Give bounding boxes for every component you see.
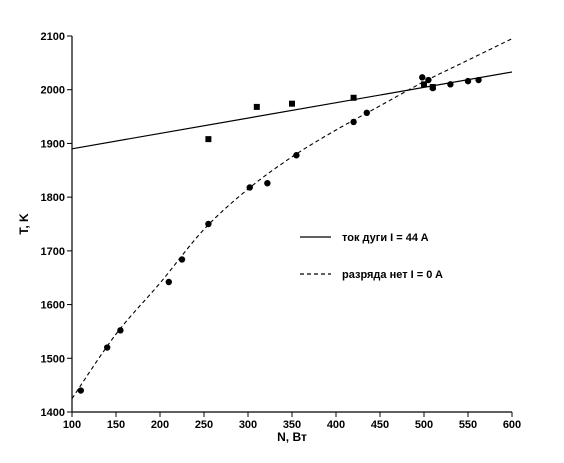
x-tick-label: 250 — [195, 419, 213, 431]
y-tick-label: 2100 — [41, 31, 65, 43]
y-tick-label: 1500 — [41, 353, 65, 365]
no-discharge-point — [165, 278, 172, 286]
y-tick-label: 1800 — [41, 192, 65, 204]
y-tick-label: 1900 — [41, 138, 65, 150]
arc-current-point — [253, 103, 260, 110]
no-discharge-point — [205, 220, 212, 228]
no-discharge-point — [117, 327, 124, 334]
no-discharge-point — [104, 344, 111, 351]
fit-lines — [71, 38, 513, 399]
no-discharge-point — [363, 109, 370, 117]
legend: ток дуги I = 44 A разряда нет I = 0 A — [300, 232, 443, 281]
y-tick-label: 2000 — [41, 85, 65, 97]
x-tick-label: 200 — [151, 419, 169, 431]
no-discharge-point — [246, 184, 253, 191]
x-tick-label: 600 — [503, 419, 521, 431]
no-discharge-point — [293, 152, 300, 159]
no-discharge-point — [77, 387, 85, 394]
no-discharge-point — [425, 76, 432, 84]
x-tick-label: 350 — [283, 419, 301, 431]
no-discharge-point — [429, 84, 436, 92]
no-discharge-point — [447, 81, 454, 88]
x-tick-label: 150 — [107, 419, 125, 431]
x-tick-label: 100 — [63, 419, 81, 431]
y-tick-label: 1400 — [41, 407, 65, 419]
x-tick-label: 450 — [371, 419, 389, 431]
no-discharge-point — [264, 179, 271, 187]
y-tick-label: 1600 — [41, 300, 65, 312]
x-tick-label: 550 — [459, 419, 477, 431]
data-points — [77, 74, 482, 394]
legend-label-arc-current: ток дуги I = 44 A — [342, 232, 429, 244]
y-axis-label: T, K — [17, 213, 31, 235]
x-tick-label: 500 — [415, 419, 433, 431]
no-discharge-point — [475, 76, 482, 84]
no-discharge-point — [419, 74, 426, 81]
x-axis-label: N, Вт — [277, 430, 307, 444]
x-tick-label: 400 — [327, 419, 345, 431]
axes — [71, 36, 512, 413]
y-tick-label: 1700 — [41, 246, 65, 258]
x-tick-label: 300 — [239, 419, 257, 431]
arc-current-point — [350, 94, 357, 101]
arc-current-point — [421, 81, 427, 88]
legend-label-no-discharge: разряда нет I = 0 A — [342, 269, 443, 281]
no-discharge-fit-curve — [71, 38, 513, 399]
ticks: 100 150 200 250 300 350 400 450 500 550 600 1400 150… — [41, 31, 522, 431]
arc-current-fit-line — [71, 71, 513, 150]
no-discharge-point — [178, 256, 186, 263]
no-discharge-point — [350, 118, 357, 126]
arc-current-point — [289, 100, 295, 107]
arc-current-point — [205, 136, 212, 143]
no-discharge-point — [464, 77, 472, 85]
